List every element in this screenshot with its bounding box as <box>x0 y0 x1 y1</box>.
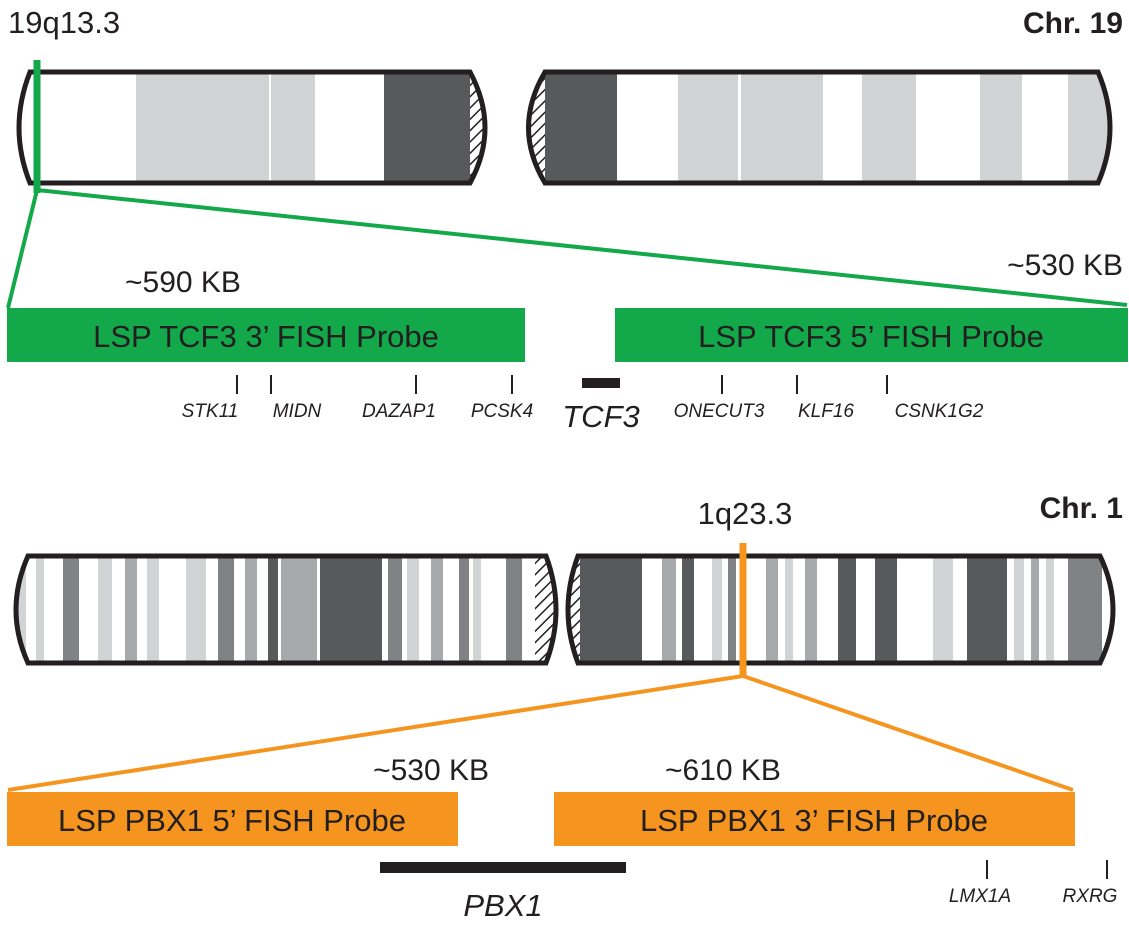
chr1-zoom-line-right <box>742 674 1074 792</box>
gene-pcsk4: PCSK4 <box>471 401 533 422</box>
pbx1-5prime-probe <box>7 792 458 846</box>
chr19-q-arm-outline <box>526 69 1113 186</box>
chr19-section: 19q13.3 Chr. 19 ~590 KB ~530 KB <box>6 5 1128 434</box>
chr1-p-arm-outline <box>13 553 559 666</box>
chr1-p-arm <box>16 556 556 663</box>
tcf3-5prime-probe <box>615 308 1128 362</box>
chr19-gene-ticks <box>236 375 888 394</box>
gene-dazap1: DAZAP1 <box>362 401 436 422</box>
chr1-5prime-size: ~530 KB <box>373 754 489 787</box>
chr1-zoom-line-left <box>7 674 744 792</box>
gene-lmx1a: LMX1A <box>949 886 1011 907</box>
pbx1-3prime-probe-label: LSP PBX1 3’ FISH Probe <box>640 803 988 838</box>
gene-rxrg: RXRG <box>1063 886 1118 907</box>
gene-stk11: STK11 <box>182 401 239 422</box>
chr1-3prime-size: ~610 KB <box>665 754 781 787</box>
gene-klf16: KLF16 <box>798 401 854 422</box>
chr19-title: Chr. 19 <box>1023 7 1123 40</box>
chr19-zoom-line-right <box>36 188 1128 307</box>
chr19-p-arm-outline <box>16 69 488 186</box>
chr19-p-arm <box>19 72 485 183</box>
chr1-title: Chr. 1 <box>1040 492 1123 525</box>
chr1-section: 1q23.3 Chr. 1 <box>7 492 1123 923</box>
chr19-5prime-size: ~530 KB <box>1007 249 1123 282</box>
chr1-gene-ticks <box>986 860 1108 879</box>
gene-onecut3: ONECUT3 <box>674 401 765 422</box>
chr19-q-arm <box>528 72 1110 183</box>
chr1-band-label: 1q23.3 <box>698 496 793 531</box>
pbx1-3prime-probe <box>554 792 1075 846</box>
pbx1-gene-bar <box>380 862 626 873</box>
chr1-q-arm <box>568 556 1113 663</box>
gene-pbx1: PBX1 <box>463 888 542 923</box>
gene-tcf3: TCF3 <box>562 399 640 434</box>
chr19-3prime-size: ~590 KB <box>125 266 241 299</box>
gene-csnk1g2: CSNK1G2 <box>895 401 984 422</box>
tcf3-5prime-probe-label: LSP TCF3 5’ FISH Probe <box>698 319 1044 354</box>
chr19-band-label: 19q13.3 <box>8 5 120 40</box>
chr1-q-arm-outline <box>565 553 1116 666</box>
chr19-zoom-line-left <box>6 189 39 309</box>
gene-midn: MIDN <box>273 401 322 422</box>
tcf3-gene-bar <box>582 378 620 388</box>
tcf3-3prime-probe <box>7 308 525 362</box>
tcf3-3prime-probe-label: LSP TCF3 3’ FISH Probe <box>93 319 439 354</box>
pbx1-5prime-probe-label: LSP PBX1 5’ FISH Probe <box>58 803 406 838</box>
